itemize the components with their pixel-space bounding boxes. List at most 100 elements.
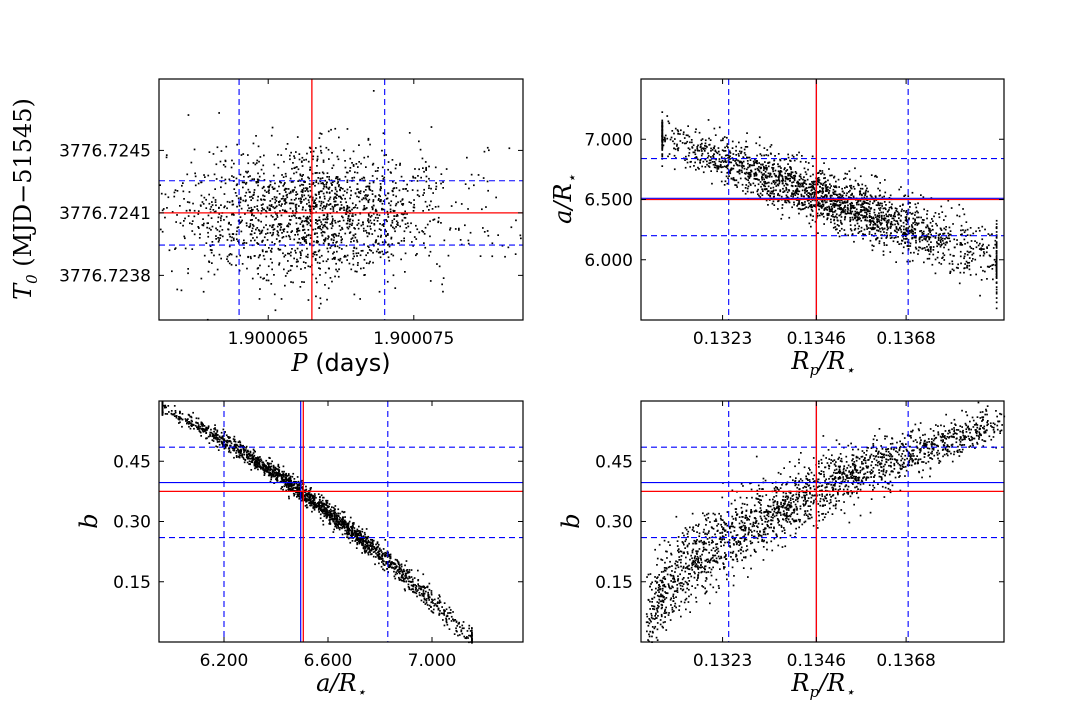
sample-point (866, 208, 869, 211)
sample-point (379, 189, 382, 192)
sample-point (185, 209, 188, 212)
sample-point (335, 268, 337, 271)
sample-point (908, 225, 911, 228)
sample-point (323, 515, 326, 517)
sample-point (880, 237, 883, 240)
sample-point (319, 190, 322, 193)
sample-point (344, 254, 346, 257)
sample-point (251, 214, 253, 217)
sample-point (725, 175, 728, 178)
sample-point (369, 549, 372, 551)
sample-point (230, 224, 232, 226)
sample-point (331, 225, 334, 227)
sample-point (788, 216, 791, 219)
sample-point (797, 190, 799, 193)
sample-point (347, 533, 350, 536)
sample-point (948, 226, 951, 229)
sample-point (211, 225, 214, 228)
sample-point (327, 258, 329, 261)
sample-point (174, 248, 176, 250)
sample-point (692, 144, 695, 147)
sample-point (822, 196, 825, 199)
sample-point (752, 191, 754, 194)
sample-point (918, 216, 920, 219)
sample-point (266, 463, 269, 465)
sample-point (316, 159, 318, 162)
sample-point (336, 240, 338, 243)
sample-point (442, 187, 444, 189)
sample-point (181, 184, 183, 187)
sample-point (245, 191, 248, 194)
sample-point (320, 149, 322, 152)
sample-point (878, 212, 880, 215)
sample-point (907, 201, 910, 204)
sample-point (394, 558, 397, 561)
sample-point (397, 201, 399, 204)
sample-point (338, 195, 340, 198)
sample-point (733, 164, 735, 167)
sample-point (745, 171, 748, 174)
sample-point (166, 207, 168, 209)
panel-p-vs-t0: 1.900065 1.900075 3776.72383776.72413776.… (9, 78, 524, 377)
sample-point (316, 165, 318, 167)
sample-point (265, 233, 267, 235)
sample-point (331, 152, 333, 154)
sample-point (306, 221, 309, 223)
sample-point (769, 145, 772, 148)
sample-point (836, 194, 838, 196)
sample-point (743, 152, 746, 154)
sample-point (337, 181, 339, 183)
sample-point (919, 230, 921, 233)
sample-point (769, 195, 771, 198)
sample-point (307, 265, 310, 268)
sample-point (218, 239, 220, 241)
sample-point (918, 238, 921, 241)
sample-point (288, 252, 291, 255)
sample-point (311, 172, 314, 175)
sample-point (318, 267, 320, 269)
sample-point (263, 236, 266, 239)
sample-point (405, 227, 408, 229)
sample-point (468, 187, 470, 190)
sample-point (992, 247, 995, 249)
sample-point (813, 205, 815, 207)
sample-point (783, 190, 786, 193)
sample-point (353, 522, 355, 524)
sample-point (283, 268, 285, 271)
sample-point (202, 224, 205, 227)
sample-point (273, 468, 275, 471)
sample-point (731, 140, 734, 143)
sample-point (455, 201, 457, 204)
sample-point (853, 213, 855, 216)
sample-point (984, 270, 986, 273)
sample-point (251, 219, 253, 221)
sample-point (289, 191, 292, 194)
sample-point (261, 249, 264, 251)
sample-point (378, 198, 380, 200)
sample-point (869, 200, 871, 203)
sample-point (325, 205, 327, 208)
sample-point (949, 271, 952, 273)
sample-point (995, 244, 998, 246)
sample-point (239, 254, 241, 257)
sample-point (890, 232, 892, 235)
sample-point (260, 168, 263, 171)
sample-point (905, 217, 908, 220)
sample-point (331, 506, 333, 508)
sample-point (423, 170, 425, 173)
sample-point (239, 196, 242, 199)
sample-point (781, 204, 784, 206)
sample-point (269, 469, 271, 472)
sample-point (348, 262, 351, 265)
sample-point (193, 215, 196, 218)
sample-point (711, 161, 714, 163)
sample-point (281, 174, 283, 176)
sample-point (226, 239, 229, 241)
sample-point (330, 227, 333, 230)
sample-point (964, 229, 967, 232)
sample-point (784, 180, 787, 182)
sample-point (246, 267, 248, 270)
sample-point (857, 182, 859, 185)
sample-point (909, 260, 911, 263)
sample-point (249, 225, 252, 227)
